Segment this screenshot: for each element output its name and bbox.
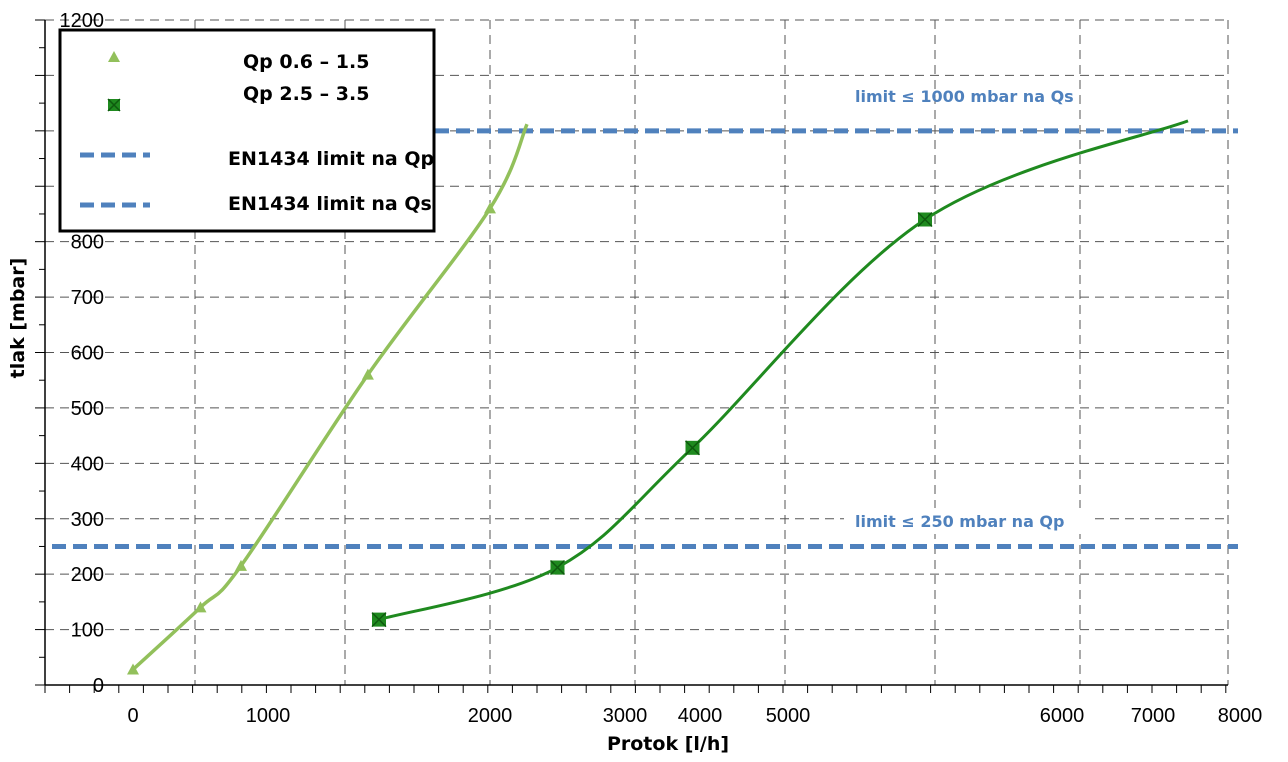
series-2-point [684, 440, 701, 456]
x-tick-label: 4000 [678, 705, 723, 727]
series-2-point [371, 612, 387, 628]
series-markers [127, 202, 933, 675]
annotation-qs-limit: limit ≤ 1000 mbar na Qs [855, 87, 1074, 106]
y-tick-label: 500 [71, 398, 104, 420]
series-1-point [235, 559, 247, 571]
x-tick-label: 0 [127, 705, 138, 727]
annotation-qp-bg [844, 508, 1090, 534]
y-tick-label: 800 [71, 232, 104, 254]
x-tick-label: 6000 [1040, 705, 1085, 727]
legend-label-qs-limit: EN1434 limit na Qs [228, 193, 432, 215]
y-tick-label: 200 [71, 564, 104, 586]
x-tick-label: 3000 [603, 705, 648, 727]
series-1-point [361, 368, 374, 380]
series-2-point-cross [917, 211, 933, 228]
series-2-point-cross [684, 440, 701, 456]
series-1-point [127, 663, 139, 675]
series-2-point-cross [549, 559, 566, 576]
y-tick-label: 400 [71, 453, 104, 475]
x-tick-label: 2000 [468, 705, 513, 727]
series-1-point [194, 601, 207, 613]
legend-label-series-2: Qp 2.5 – 3.5 [243, 83, 369, 105]
legend-label-series-1: Qp 0.6 – 1.5 [243, 51, 369, 73]
series-1-point [484, 202, 496, 214]
legend-box [58, 28, 436, 233]
y-axis-title: tlak [mbar] [7, 258, 29, 379]
series-line-2 [378, 119, 1189, 622]
legend: Qp 0.6 – 1.5 Qp 2.5 – 3.5 EN1434 limit n… [58, 28, 436, 233]
legend-label-qp-limit: EN1434 limit na Qp [228, 148, 434, 170]
x-tick-label: 7000 [1131, 705, 1176, 727]
y-tick-label: 300 [71, 509, 104, 531]
y-tick-label: 700 [71, 287, 104, 309]
y-tick-label: 0 [93, 675, 104, 697]
series-2-point-cross [371, 612, 387, 628]
y-tick-label: 1200 [60, 10, 105, 32]
series-2-point [549, 559, 566, 576]
x-tick-label: 1000 [246, 705, 291, 727]
y-tick-label: 600 [71, 343, 104, 365]
series-2-point [917, 211, 933, 228]
x-axis-title: Protok [l/h] [607, 733, 729, 755]
legend-marker-square [107, 98, 121, 112]
axes [35, 19, 1228, 693]
x-tick-label: 5000 [766, 705, 811, 727]
annotation-qp-limit: limit ≤ 250 mbar na Qp [855, 512, 1064, 531]
y-tick-label: 100 [71, 620, 104, 642]
legend-marker-triangle [108, 51, 120, 62]
reference-lines [52, 128, 1238, 549]
x-tick-labels: 0 1000 2000 3000 4000 5000 6000 7000 8000 [127, 705, 1262, 727]
x-tick-label: 8000 [1218, 705, 1263, 727]
